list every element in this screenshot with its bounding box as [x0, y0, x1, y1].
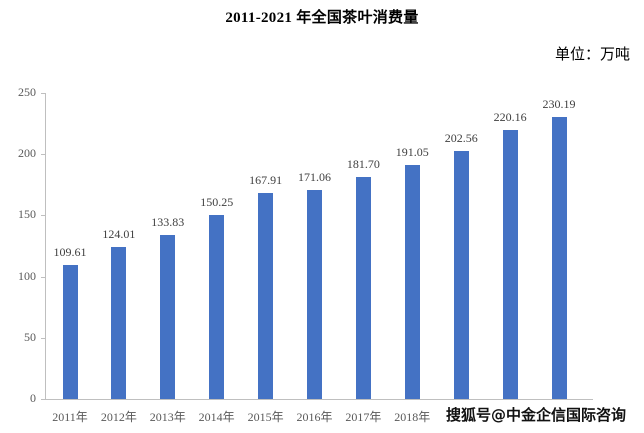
- bar-value-label: 230.19: [542, 97, 576, 112]
- x-tick-label: 2016年: [296, 410, 333, 424]
- bar: [404, 165, 420, 399]
- x-tick-label: 2013年: [149, 410, 186, 424]
- y-tick-label: 250: [18, 85, 36, 99]
- y-tick-mark: [41, 215, 45, 217]
- x-tick-label: 2012年: [100, 410, 137, 424]
- bar-value-label: 181.70: [346, 156, 380, 171]
- bar-value-label: 220.16: [493, 109, 527, 124]
- bar-value-label: 109.61: [53, 244, 87, 259]
- bar-value-label: 150.25: [200, 195, 234, 210]
- y-tick-mark: [41, 276, 45, 278]
- x-tick-label: 2018年: [394, 410, 431, 424]
- bar-value-label: 191.05: [395, 145, 429, 160]
- bar: [258, 193, 274, 399]
- y-tick-label: 150: [18, 207, 36, 222]
- y-tick-label: 50: [24, 329, 36, 344]
- x-tick-label: 2015年: [247, 410, 284, 424]
- y-tick-label: 100: [18, 268, 36, 283]
- bar-value-label: 167.91: [249, 173, 283, 188]
- y-tick-mark: [41, 399, 45, 400]
- chart-title: 2011-2021 年全国茶叶消费量: [225, 10, 419, 26]
- bar-value-label: 133.83: [151, 215, 185, 230]
- y-axis-line: [45, 93, 46, 400]
- watermark: 搜狐号@中金企信国际咨询: [444, 404, 629, 425]
- x-tick-label: 2017年: [345, 410, 382, 424]
- bar: [62, 264, 78, 399]
- bar: [453, 151, 469, 399]
- bar: [502, 129, 518, 399]
- bar: [307, 189, 322, 399]
- bar: [355, 176, 371, 399]
- unit-label: 单位：万吨: [554, 47, 630, 63]
- bar: [111, 247, 127, 399]
- bar-value-label: 171.06: [298, 169, 331, 184]
- x-axis-line: [45, 399, 593, 400]
- y-tick-label: 200: [18, 146, 36, 161]
- bar-value-label: 124.01: [102, 227, 136, 242]
- y-tick-mark: [41, 93, 45, 94]
- bar: [160, 235, 176, 399]
- bar-value-label: 202.56: [444, 131, 478, 146]
- y-tick-mark: [41, 337, 45, 339]
- y-tick-label: 0: [30, 391, 36, 405]
- bar: [209, 215, 225, 399]
- x-tick-label: 2014年: [198, 410, 235, 424]
- y-tick-mark: [41, 154, 45, 156]
- bar: [551, 117, 567, 399]
- x-tick-label: 2011年: [52, 410, 88, 424]
